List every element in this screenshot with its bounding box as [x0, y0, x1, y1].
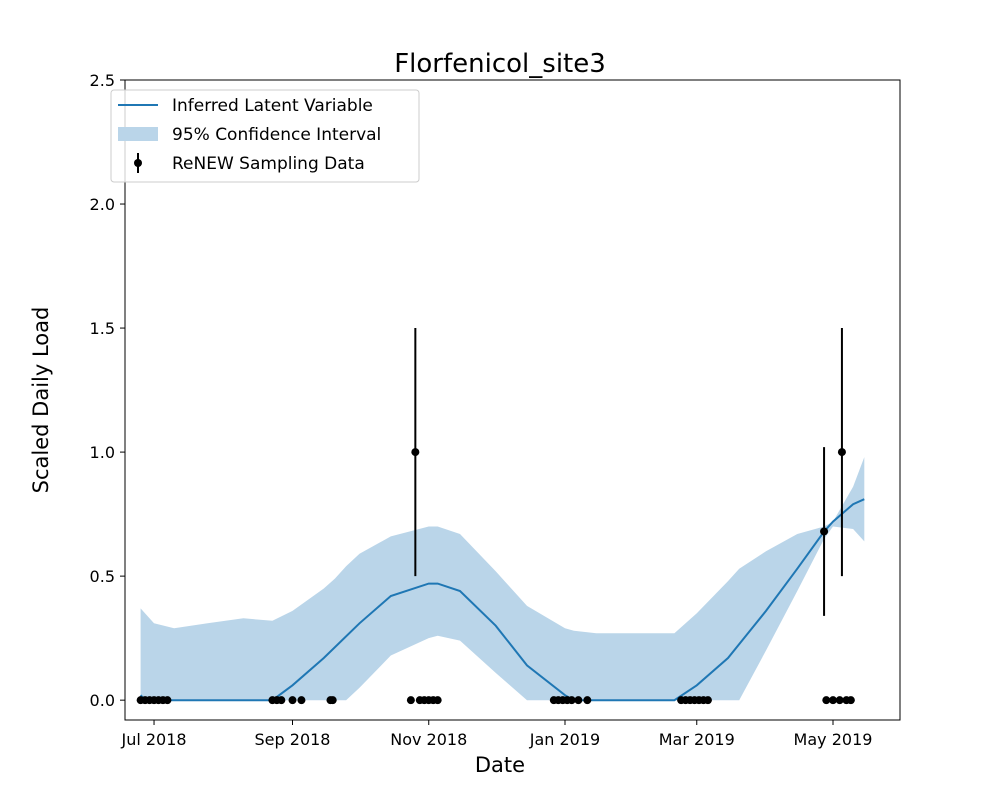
y-tick-label: 1.5	[90, 319, 115, 338]
sampling-point	[574, 696, 583, 705]
legend: Inferred Latent Variable 95% Confidence …	[110, 89, 420, 183]
sampling-point	[835, 696, 844, 705]
latent-variable-line	[139, 498, 865, 702]
x-tick-label: Jan 2019	[529, 730, 600, 749]
x-tick-label: May 2019	[794, 730, 873, 749]
sampling-point	[163, 696, 172, 705]
sampling-point	[820, 527, 829, 536]
y-tick-label: 2.5	[90, 71, 115, 90]
sampling-point	[822, 696, 831, 705]
plot-area	[136, 328, 865, 705]
sampling-point	[703, 696, 712, 705]
sampling-point	[433, 696, 442, 705]
x-tick-label: Sep 2018	[255, 730, 331, 749]
chart-title: Florfenicol_site3	[394, 49, 606, 79]
sampling-point	[288, 696, 297, 705]
sampling-point	[297, 696, 306, 705]
legend-label-interval: 95% Confidence Interval	[172, 125, 381, 145]
plot-frame	[124, 79, 901, 721]
legend-marker-swatch	[134, 159, 142, 167]
sampling-point	[828, 696, 837, 705]
x-axis-label: Date	[475, 753, 525, 777]
sampling-point	[277, 696, 286, 705]
sampling-point	[846, 696, 855, 705]
x-axis: Jul 2018 Sep 2018 Nov 2018 Jan 2019 Mar 2019…	[120, 720, 872, 749]
y-tick-label: 1.0	[90, 443, 115, 462]
confidence-band	[140, 457, 865, 701]
sampling-point	[411, 448, 420, 457]
y-tick-label: 2.0	[90, 195, 115, 214]
y-tick-label: 0.5	[90, 567, 115, 586]
y-tick-label: 0.0	[90, 691, 115, 710]
legend-box	[110, 89, 420, 183]
sampling-point	[328, 696, 337, 705]
x-tick-label: Nov 2018	[390, 730, 467, 749]
sampling-point	[583, 696, 592, 705]
y-axis-label: Scaled Daily Load	[29, 307, 53, 494]
x-tick-label: Mar 2019	[659, 730, 735, 749]
x-tick-label: Jul 2018	[120, 730, 186, 749]
legend-label-sampling: ReNEW Sampling Data	[172, 154, 365, 174]
legend-label-latent: Inferred Latent Variable	[172, 96, 373, 116]
sampling-point	[567, 696, 576, 705]
sampling-point	[837, 448, 846, 457]
legend-band-swatch	[118, 127, 158, 141]
y-axis: 0.0 0.5 1.0 1.5 2.0 2.5	[90, 71, 125, 710]
sampling-point	[406, 696, 415, 705]
